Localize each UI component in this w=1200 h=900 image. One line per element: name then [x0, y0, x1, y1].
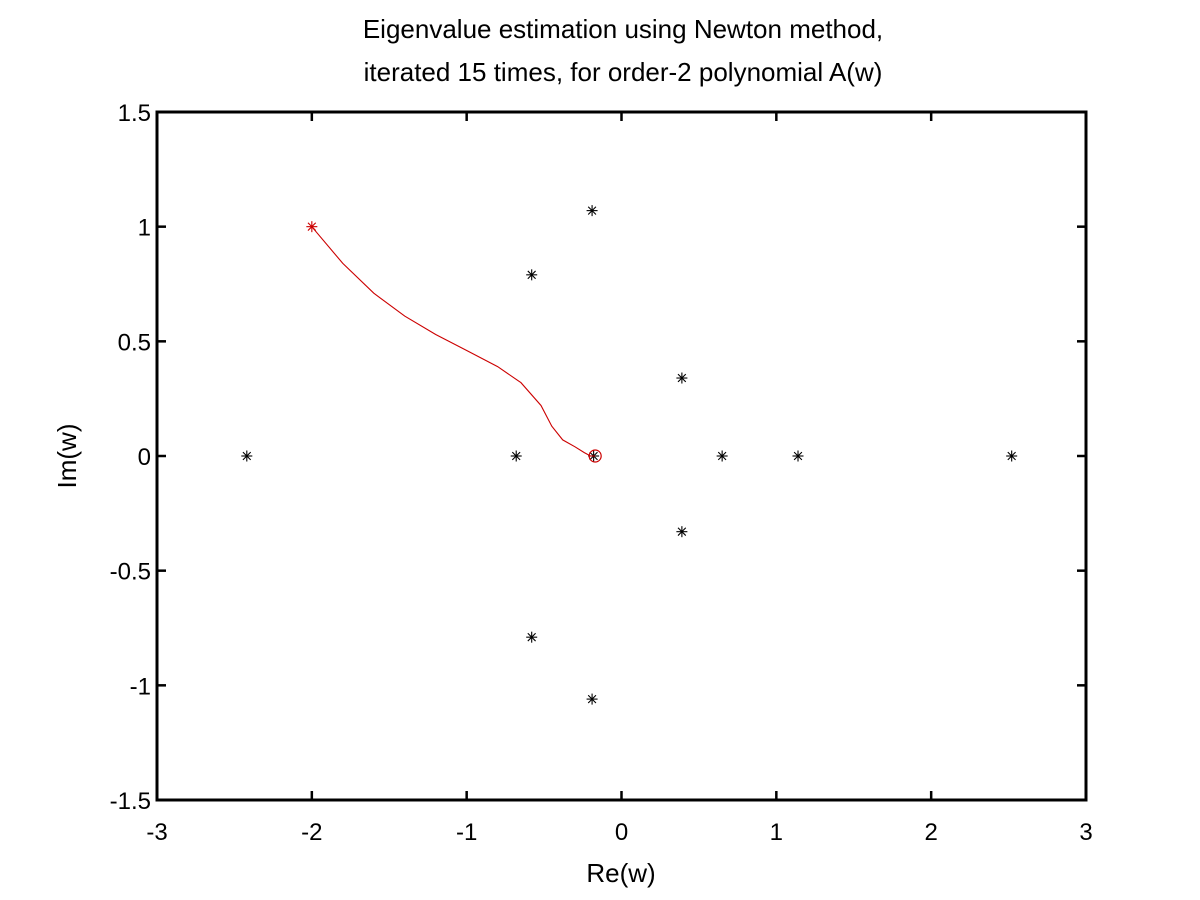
y-tick-label: -1 — [130, 673, 151, 700]
y-tick-label: 1.5 — [118, 100, 151, 127]
data-point-asterisk — [510, 450, 522, 462]
data-point-asterisk — [241, 450, 253, 462]
plot-frame — [155, 110, 1088, 802]
data-point-asterisk — [526, 269, 538, 281]
chart-title: Eigenvalue estimation using Newton metho… — [363, 14, 883, 87]
trajectory-line — [311, 226, 596, 457]
x-tick-label: -3 — [146, 819, 167, 846]
plot-marks — [241, 205, 1018, 705]
y-tick-label: -0.5 — [110, 559, 151, 586]
y-tick-label: 1 — [138, 215, 151, 242]
y-tick-label: -1.5 — [110, 788, 151, 815]
data-point-asterisk — [1006, 450, 1018, 462]
data-point-asterisk — [676, 372, 688, 384]
x-tick-label: 1 — [770, 819, 783, 846]
x-tick-label: -2 — [301, 819, 322, 846]
y-tick-label: 0.5 — [118, 329, 151, 356]
x-tick-label: -1 — [456, 819, 477, 846]
data-point-asterisk — [586, 693, 598, 705]
x-tick-label: 2 — [924, 819, 937, 846]
data-point-asterisk — [526, 631, 538, 643]
data-point-asterisk — [716, 450, 728, 462]
data-point-asterisk — [586, 205, 598, 217]
x-tick-label: 3 — [1079, 819, 1092, 846]
plot-axes — [155, 110, 1088, 802]
x-tick-label: 0 — [615, 819, 628, 846]
data-point-asterisk — [792, 450, 804, 462]
y-axis-label: Im(w) — [52, 424, 82, 489]
data-point-asterisk — [676, 526, 688, 538]
converged-point-circle — [588, 449, 602, 463]
x-axis-label: Re(w) — [586, 858, 655, 888]
chart-title-line-1: Eigenvalue estimation using Newton metho… — [363, 14, 883, 44]
y-tick-label: 0 — [138, 444, 151, 471]
chart-title-line-2: iterated 15 times, for order-2 polynomia… — [364, 57, 883, 87]
plot-ticks: -3 -2 -1 0 1 2 3 -1.5 -1 -0.5 0 0.5 1 1.5 — [110, 100, 1093, 846]
